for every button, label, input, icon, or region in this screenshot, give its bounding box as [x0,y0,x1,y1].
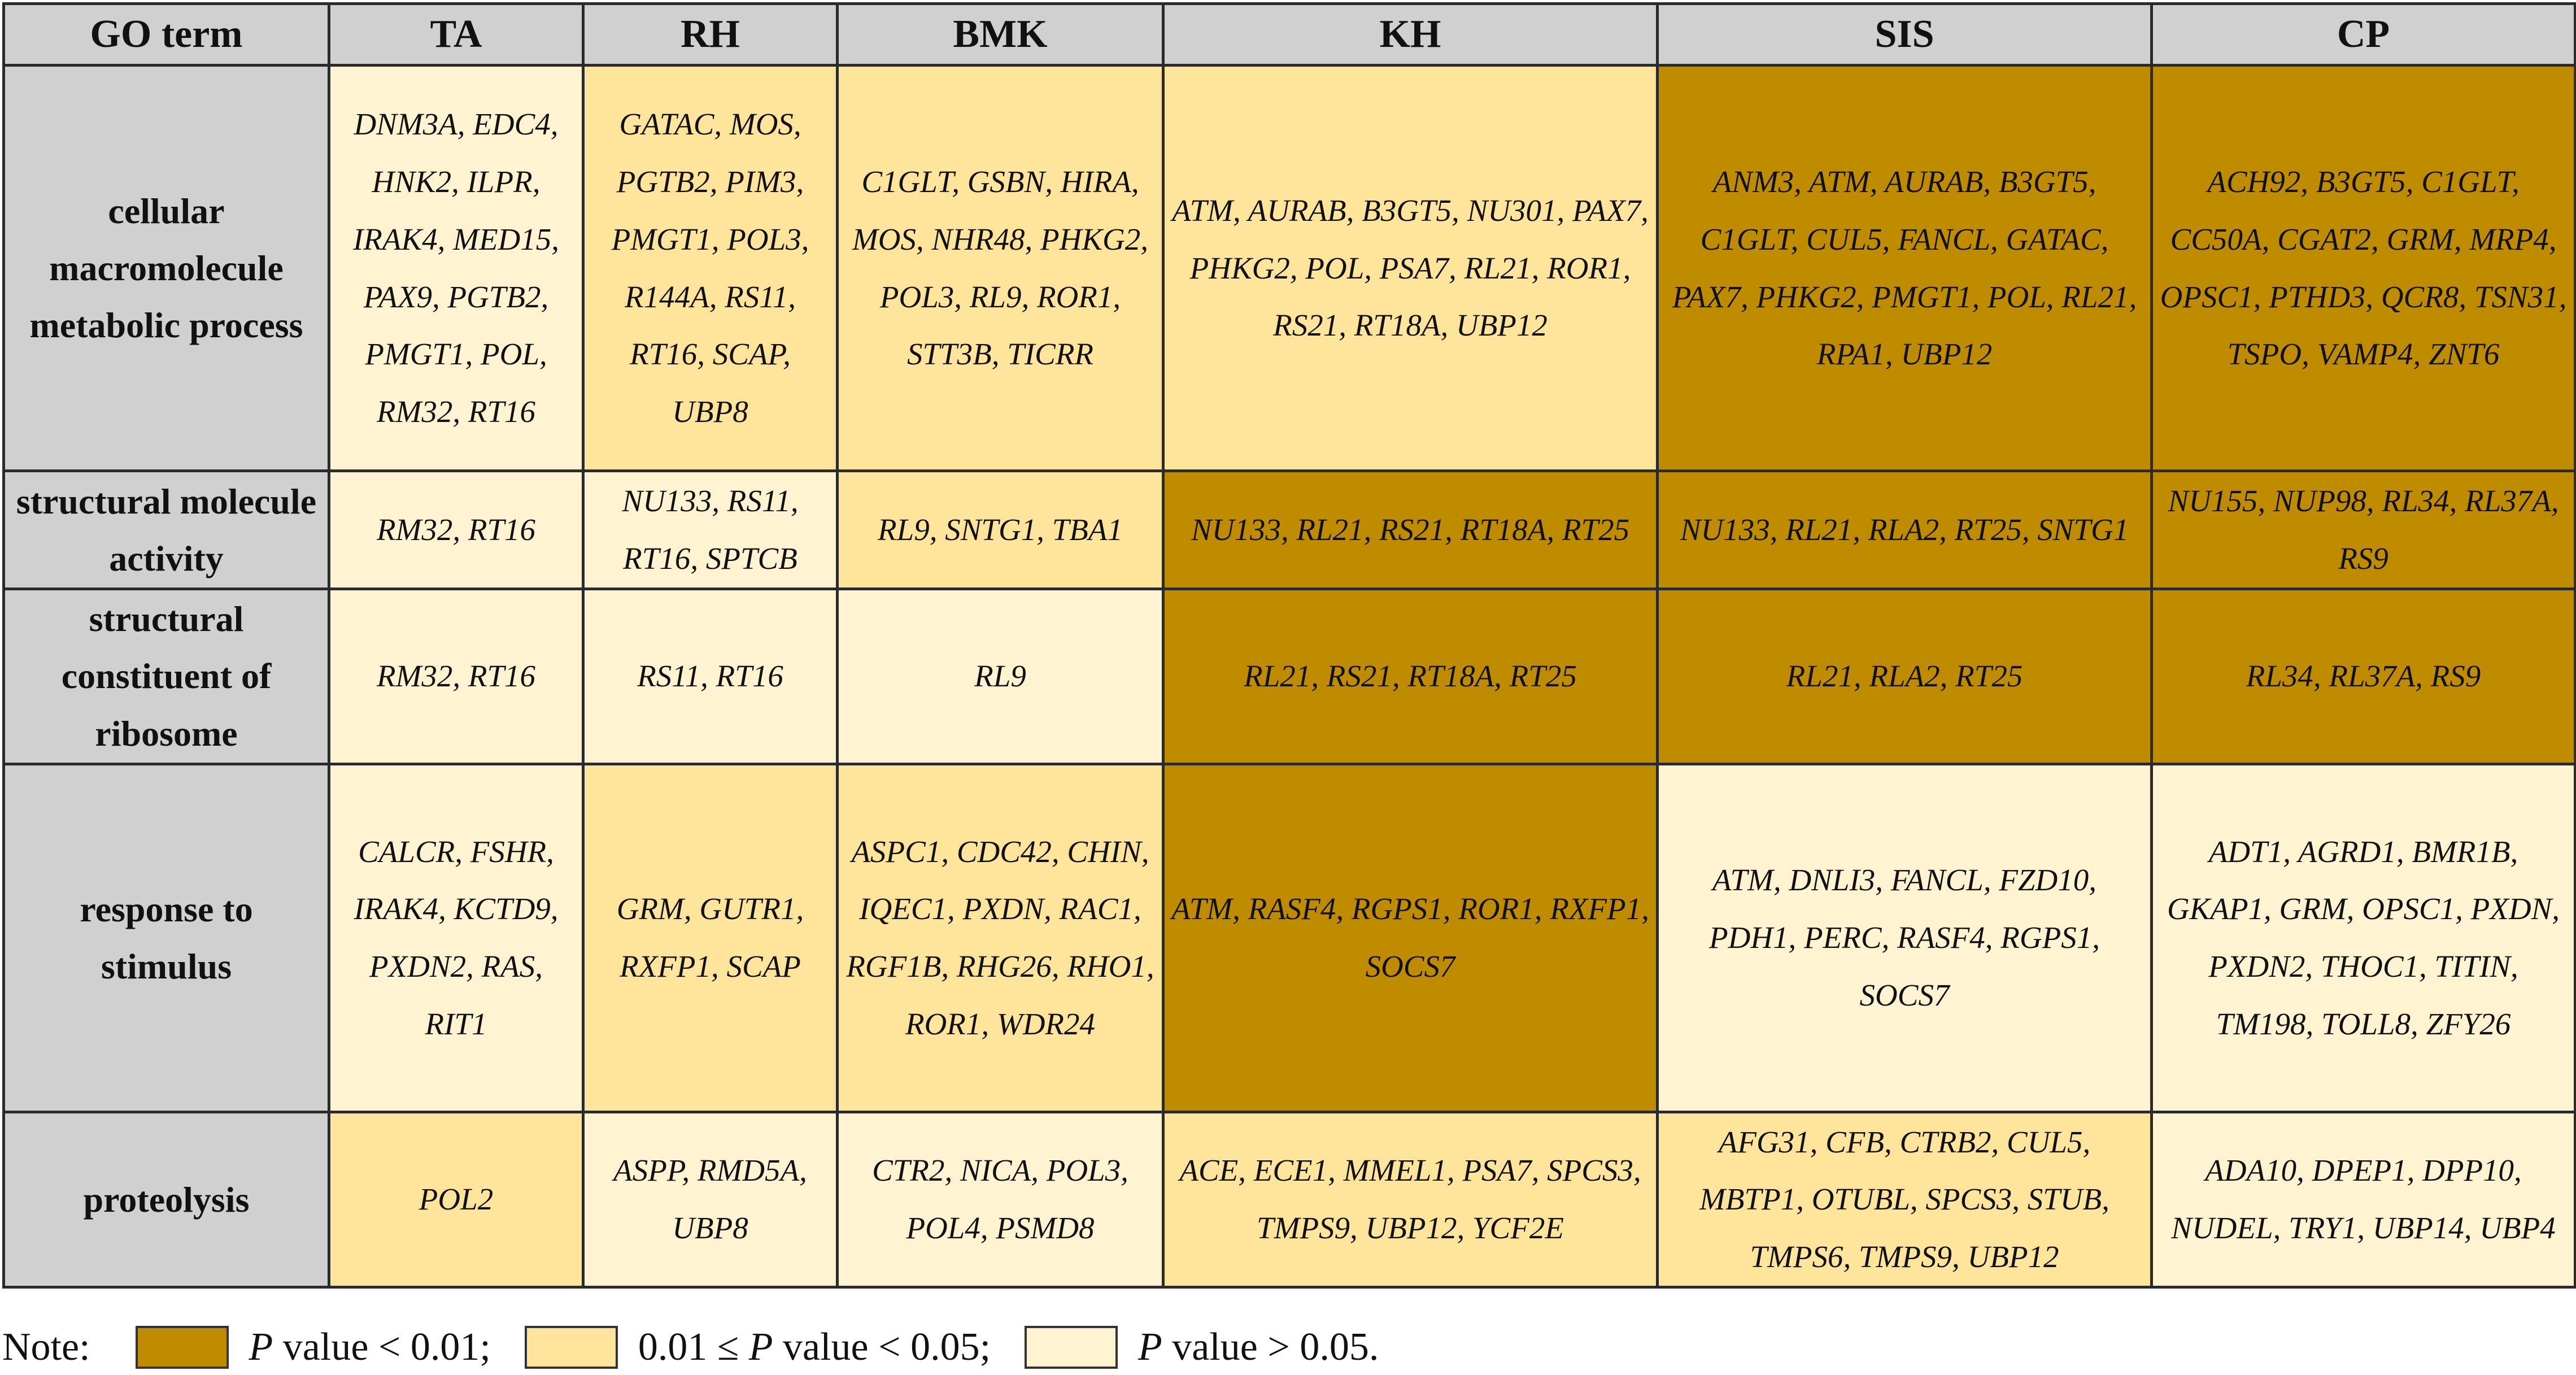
column-header-bmk: BMK [836,2,1165,67]
gene-cell-rh: GATAC, MOS, PGTB2, PIM3, PMGT1, POL3, R1… [582,64,839,472]
column-header-cp: CP [2150,2,2576,67]
column-header-rh: RH [582,2,839,67]
gene-cell-cp: ACH92, B3GT5, C1GLT, CC50A, CGAT2, GRM, … [2150,64,2576,472]
go-term-cell: response to stimulus [2,762,330,1113]
gene-cell-sis: RL21, RLA2, RT25 [1656,587,2153,765]
column-header-ta: TA [328,2,585,67]
table-row-proteolysis: proteolysis POL2 ASPP, RMD5A, UBP8 CTR2,… [2,1110,2576,1289]
gene-cell-rh: RS11, RT16 [582,587,839,765]
table-row-cellular-macromolecule-metabolic-process: cellular macromolecule metabolic process… [2,64,2576,472]
table-row-response-to-stimulus: response to stimulus CALCR, FSHR, IRAK4,… [2,762,2576,1113]
gene-cell-kh: ATM, RASF4, RGPS1, ROR1, RXFP1, SOCS7 [1162,762,1659,1113]
gene-cell-rh: ASPP, RMD5A, UBP8 [582,1110,839,1289]
gene-cell-bmk: RL9 [836,587,1165,765]
gene-cell-kh: RL21, RS21, RT18A, RT25 [1162,587,1659,765]
go-term-cell: structural constituent of ribosome [2,587,330,765]
gene-cell-sis: ANM3, ATM, AURAB, B3GT5, C1GLT, CUL5, FA… [1656,64,2153,472]
column-header-go-term: GO term [2,2,330,67]
gene-cell-ta: POL2 [328,1110,585,1289]
legend-swatch-low [1025,1326,1118,1369]
legend-text-low: P value > 0.05. [1138,1325,1379,1369]
gene-cell-ta: RM32, RT16 [328,469,585,590]
gene-cell-rh: NU133, RS11, RT16, SPTCB [582,469,839,590]
gene-cell-sis: NU133, RL21, RLA2, RT25, SNTG1 [1656,469,2153,590]
gene-cell-kh: NU133, RL21, RS21, RT18A, RT25 [1162,469,1659,590]
gene-cell-bmk: ASPC1, CDC42, CHIN, IQEC1, PXDN, RAC1, R… [836,762,1165,1113]
table-row-structural-molecule-activity: structural molecule activity RM32, RT16 … [2,469,2576,590]
gene-cell-sis: ATM, DNLI3, FANCL, FZD10, PDH1, PERC, RA… [1656,762,2153,1113]
gene-cell-ta: RM32, RT16 [328,587,585,765]
legend-swatch-mid [524,1326,618,1369]
gene-cell-sis: AFG31, CFB, CTRB2, CUL5, MBTP1, OTUBL, S… [1656,1110,2153,1289]
gene-cell-cp: ADA10, DPEP1, DPP10, NUDEL, TRY1, UBP14,… [2150,1110,2576,1289]
gene-cell-cp: NU155, NUP98, RL34, RL37A, RS9 [2150,469,2576,590]
go-term-cell: cellular macromolecule metabolic process [2,64,330,472]
gene-cell-cp: RL34, RL37A, RS9 [2150,587,2576,765]
gene-cell-cp: ADT1, AGRD1, BMR1B, GKAP1, GRM, OPSC1, P… [2150,762,2576,1113]
column-header-kh: KH [1162,2,1659,67]
gene-cell-bmk: CTR2, NICA, POL3, POL4, PSMD8 [836,1110,1165,1289]
gene-cell-kh: ATM, AURAB, B3GT5, NU301, PAX7, PHKG2, P… [1162,64,1659,472]
legend-label: Note: [2,1325,90,1369]
gene-cell-bmk: C1GLT, GSBN, HIRA, MOS, NHR48, PHKG2, PO… [836,64,1165,472]
gene-cell-kh: ACE, ECE1, MMEL1, PSA7, SPCS3, TMPS9, UB… [1162,1110,1659,1289]
legend-text-mid: 0.01 ≤ P value < 0.05; [638,1325,991,1369]
header-row: GO term TA RH BMK KH SIS CP [2,2,2576,67]
column-header-sis: SIS [1656,2,2153,67]
legend-text-high: P value < 0.01; [249,1325,491,1369]
table-row-structural-constituent-of-ribosome: structural constituent of ribosome RM32,… [2,587,2576,765]
legend-swatch-high [135,1326,229,1369]
gene-cell-rh: GRM, GUTR1, RXFP1, SCAP [582,762,839,1113]
go-term-cell: structural molecule activity [2,469,330,590]
gene-cell-ta: CALCR, FSHR, IRAK4, KCTD9, PXDN2, RAS, R… [328,762,585,1113]
go-term-cell: proteolysis [2,1110,330,1289]
go-enrichment-table: GO term TA RH BMK KH SIS CP cellular mac… [2,2,2576,1289]
gene-cell-ta: DNM3A, EDC4, HNK2, ILPR, IRAK4, MED15, P… [328,64,585,472]
legend: Note: P value < 0.01; 0.01 ≤ P value < 0… [2,1322,1413,1373]
gene-cell-bmk: RL9, SNTG1, TBA1 [836,469,1165,590]
